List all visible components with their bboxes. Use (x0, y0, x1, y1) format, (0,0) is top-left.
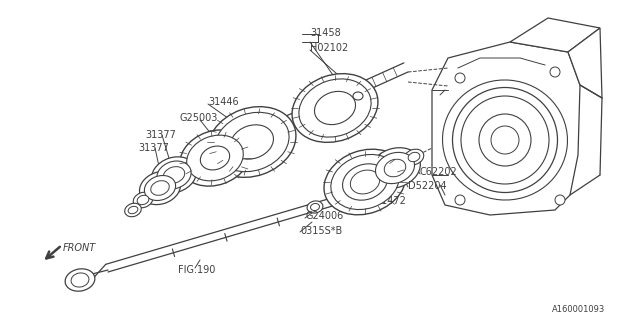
Ellipse shape (310, 204, 319, 211)
Ellipse shape (208, 107, 296, 177)
Ellipse shape (350, 170, 380, 194)
Ellipse shape (137, 195, 149, 205)
Ellipse shape (140, 172, 180, 204)
Text: H02102: H02102 (310, 43, 348, 53)
Ellipse shape (491, 126, 519, 154)
Ellipse shape (384, 159, 406, 177)
Text: 31472: 31472 (375, 196, 406, 206)
Ellipse shape (461, 96, 549, 184)
Text: A160001093: A160001093 (552, 305, 605, 314)
Ellipse shape (71, 273, 89, 287)
Ellipse shape (145, 175, 175, 201)
Ellipse shape (152, 157, 196, 193)
Ellipse shape (128, 206, 138, 214)
Text: FRONT: FRONT (63, 243, 96, 253)
Ellipse shape (157, 161, 191, 189)
Ellipse shape (200, 146, 230, 170)
Ellipse shape (370, 148, 420, 188)
Polygon shape (568, 28, 602, 98)
Ellipse shape (125, 203, 141, 217)
Ellipse shape (180, 130, 250, 186)
Ellipse shape (151, 181, 169, 195)
Ellipse shape (455, 195, 465, 205)
Text: G24006: G24006 (305, 211, 343, 221)
Text: C62202: C62202 (420, 167, 458, 177)
Ellipse shape (353, 92, 363, 100)
Text: 31458: 31458 (310, 28, 340, 38)
Ellipse shape (550, 67, 560, 77)
Ellipse shape (187, 135, 243, 181)
Text: G25003: G25003 (180, 113, 218, 123)
Ellipse shape (555, 195, 565, 205)
Ellipse shape (299, 79, 371, 137)
Ellipse shape (479, 114, 531, 166)
Ellipse shape (215, 112, 289, 172)
Ellipse shape (455, 73, 465, 83)
Ellipse shape (324, 149, 406, 215)
Ellipse shape (452, 87, 557, 193)
Ellipse shape (133, 192, 153, 208)
Text: 31377: 31377 (145, 130, 176, 140)
Text: FIG.190: FIG.190 (178, 265, 216, 275)
Ellipse shape (408, 152, 420, 162)
Polygon shape (510, 18, 600, 52)
Ellipse shape (65, 269, 95, 291)
Ellipse shape (292, 74, 378, 142)
Ellipse shape (331, 155, 399, 210)
Ellipse shape (342, 164, 387, 200)
Ellipse shape (376, 152, 415, 184)
Ellipse shape (163, 167, 185, 183)
Ellipse shape (314, 92, 355, 124)
Text: 31446: 31446 (208, 97, 239, 107)
Text: D52204: D52204 (408, 181, 447, 191)
Ellipse shape (404, 149, 424, 165)
Text: 31377: 31377 (138, 143, 169, 153)
Ellipse shape (307, 201, 323, 213)
Text: 0315S*B: 0315S*B (300, 226, 342, 236)
Ellipse shape (230, 125, 273, 159)
Polygon shape (432, 42, 580, 215)
